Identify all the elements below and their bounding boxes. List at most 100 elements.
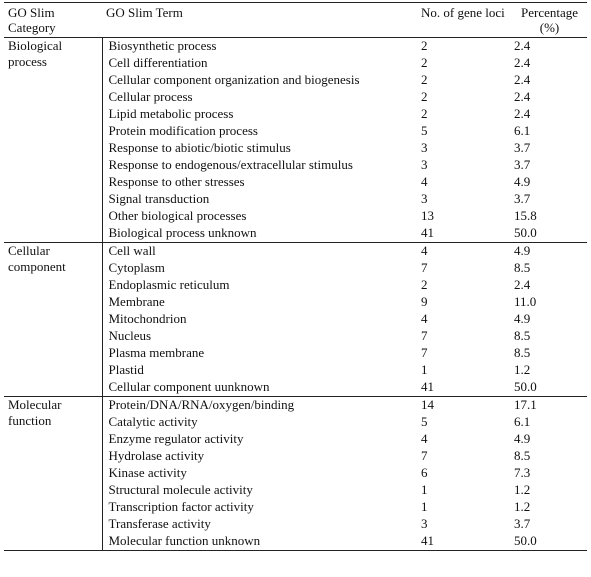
table-row: Cellular component organization and biog… — [4, 72, 587, 89]
table-row: Signal transduction 3 3.7 — [4, 191, 587, 208]
table-header: GO Slim Category GO Slim Term No. of gen… — [4, 2, 587, 38]
table-row: Kinase activity 6 7.3 — [4, 465, 587, 482]
term-cell: Protein/DNA/RNA/oxygen/binding — [108, 397, 295, 412]
table-row: Membrane 9 11.0 — [4, 294, 587, 311]
loci-cell: 5 — [421, 414, 428, 429]
percentage-cell: 2.4 — [514, 89, 531, 104]
table-row: Response to endogenous/extracellular sti… — [4, 157, 587, 174]
term-cell: Cytoplasm — [108, 260, 165, 275]
loci-cell: 2 — [421, 106, 428, 121]
percentage-cell: 4.9 — [514, 311, 531, 326]
term-cell: Cellular process — [108, 89, 193, 104]
percentage-cell: 3.7 — [514, 516, 531, 531]
table-row: Transcription factor activity 1 1.2 — [4, 499, 587, 516]
term-cell: Plastid — [108, 362, 144, 377]
table-row: Response to abiotic/biotic stimulus 3 3.7 — [4, 140, 587, 157]
percentage-cell: 4.9 — [514, 243, 531, 258]
percentage-cell: 2.4 — [514, 277, 531, 292]
loci-cell: 3 — [421, 516, 428, 531]
category-cell: Cellular component — [4, 242, 103, 397]
table-row: Response to other stresses 4 4.9 — [4, 174, 587, 191]
term-cell: Cellular component uunknown — [108, 379, 270, 394]
table-row: Plastid 1 1.2 — [4, 362, 587, 379]
loci-cell: 13 — [421, 208, 434, 223]
percentage-cell: 17.1 — [514, 397, 537, 412]
loci-cell: 9 — [421, 294, 428, 309]
loci-cell: 7 — [421, 448, 428, 463]
header-row: GO Slim Category GO Slim Term No. of gen… — [4, 2, 587, 38]
loci-cell: 2 — [421, 89, 428, 104]
term-cell: Membrane — [108, 294, 165, 309]
term-cell: Nucleus — [108, 328, 152, 343]
term-cell: Kinase activity — [108, 465, 187, 480]
table-row: Endoplasmic reticulum 2 2.4 — [4, 277, 587, 294]
term-cell: Mitochondrion — [108, 311, 187, 326]
term-cell: Transcription factor activity — [108, 499, 254, 514]
header-category: GO Slim Category — [8, 5, 56, 35]
category-cell: Molecular function — [4, 396, 103, 551]
term-cell: Cellular component organization and biog… — [108, 72, 360, 87]
table-row: Enzyme regulator activity 4 4.9 — [4, 431, 587, 448]
loci-cell: 41 — [421, 379, 434, 394]
table-row: Nucleus 7 8.5 — [4, 328, 587, 345]
term-cell: Molecular function unknown — [108, 533, 261, 548]
percentage-cell: 2.4 — [514, 55, 531, 70]
loci-cell: 4 — [421, 431, 428, 446]
loci-cell: 5 — [421, 123, 428, 138]
percentage-cell: 50.0 — [514, 533, 537, 548]
percentage-cell: 50.0 — [514, 225, 537, 240]
header-loci: No. of gene loci — [421, 5, 505, 20]
term-cell: Response to abiotic/biotic stimulus — [108, 140, 291, 155]
table-row: Cellular process 2 2.4 — [4, 89, 587, 106]
percentage-cell: 50.0 — [514, 379, 537, 394]
table-row: Cellular component Cell wall 4 4.9 — [4, 242, 587, 397]
term-cell: Biosynthetic process — [108, 38, 217, 53]
term-cell: Cell wall — [108, 243, 156, 258]
table-row: Cellular component uunknown 41 50.0 — [4, 379, 587, 397]
header-percentage: Percentage (%) — [520, 5, 579, 35]
table-body: Biological process Biosynthetic process 2 2… — [4, 37, 587, 551]
percentage-cell: 8.5 — [514, 328, 531, 343]
term-cell: Enzyme regulator activity — [108, 431, 244, 446]
loci-cell: 2 — [421, 38, 428, 53]
percentage-cell: 1.2 — [514, 499, 531, 514]
percentage-cell: 6.1 — [514, 123, 531, 138]
term-cell: Structural molecule activity — [108, 482, 253, 497]
percentage-cell: 4.9 — [514, 431, 531, 446]
loci-cell: 6 — [421, 465, 428, 480]
loci-cell: 3 — [421, 140, 428, 155]
percentage-cell: 2.4 — [514, 106, 531, 121]
percentage-cell: 2.4 — [514, 72, 531, 87]
table-row: Plasma membrane 7 8.5 — [4, 345, 587, 362]
table-row: Hydrolase activity 7 8.5 — [4, 448, 587, 465]
loci-cell: 4 — [421, 243, 428, 258]
loci-cell: 41 — [421, 533, 434, 548]
percentage-cell: 7.3 — [514, 465, 531, 480]
loci-cell: 4 — [421, 174, 428, 189]
percentage-cell: 3.7 — [514, 191, 531, 206]
loci-cell: 7 — [421, 345, 428, 360]
loci-cell: 4 — [421, 311, 428, 326]
percentage-cell: 8.5 — [514, 260, 531, 275]
loci-cell: 2 — [421, 277, 428, 292]
table-row: Biological process unknown 41 50.0 — [4, 225, 587, 243]
term-cell: Other biological processes — [108, 208, 247, 223]
loci-cell: 41 — [421, 225, 434, 240]
table-row: Molecular function Protein/DNA/RNA/oxygen… — [4, 396, 587, 551]
term-cell: Cell differentiation — [108, 55, 208, 70]
go-slim-table: GO Slim Category GO Slim Term No. of gen… — [4, 2, 587, 551]
term-cell: Protein modification process — [108, 123, 258, 138]
table-row: Biological process Biosynthetic process 2 2… — [4, 37, 587, 243]
table-row: Lipid metabolic process 2 2.4 — [4, 106, 587, 123]
table-row: Molecular function unknown 41 50.0 — [4, 533, 587, 551]
percentage-cell: 8.5 — [514, 448, 531, 463]
table-row: Catalytic activity 5 6.1 — [4, 414, 587, 431]
loci-cell: 7 — [421, 328, 428, 343]
percentage-cell: 2.4 — [514, 38, 531, 53]
loci-cell: 1 — [421, 362, 428, 377]
loci-cell: 2 — [421, 55, 428, 70]
header-term: GO Slim Term — [106, 5, 183, 20]
table-row: Transferase activity 3 3.7 — [4, 516, 587, 533]
table-row: Cytoplasm 7 8.5 — [4, 260, 587, 277]
